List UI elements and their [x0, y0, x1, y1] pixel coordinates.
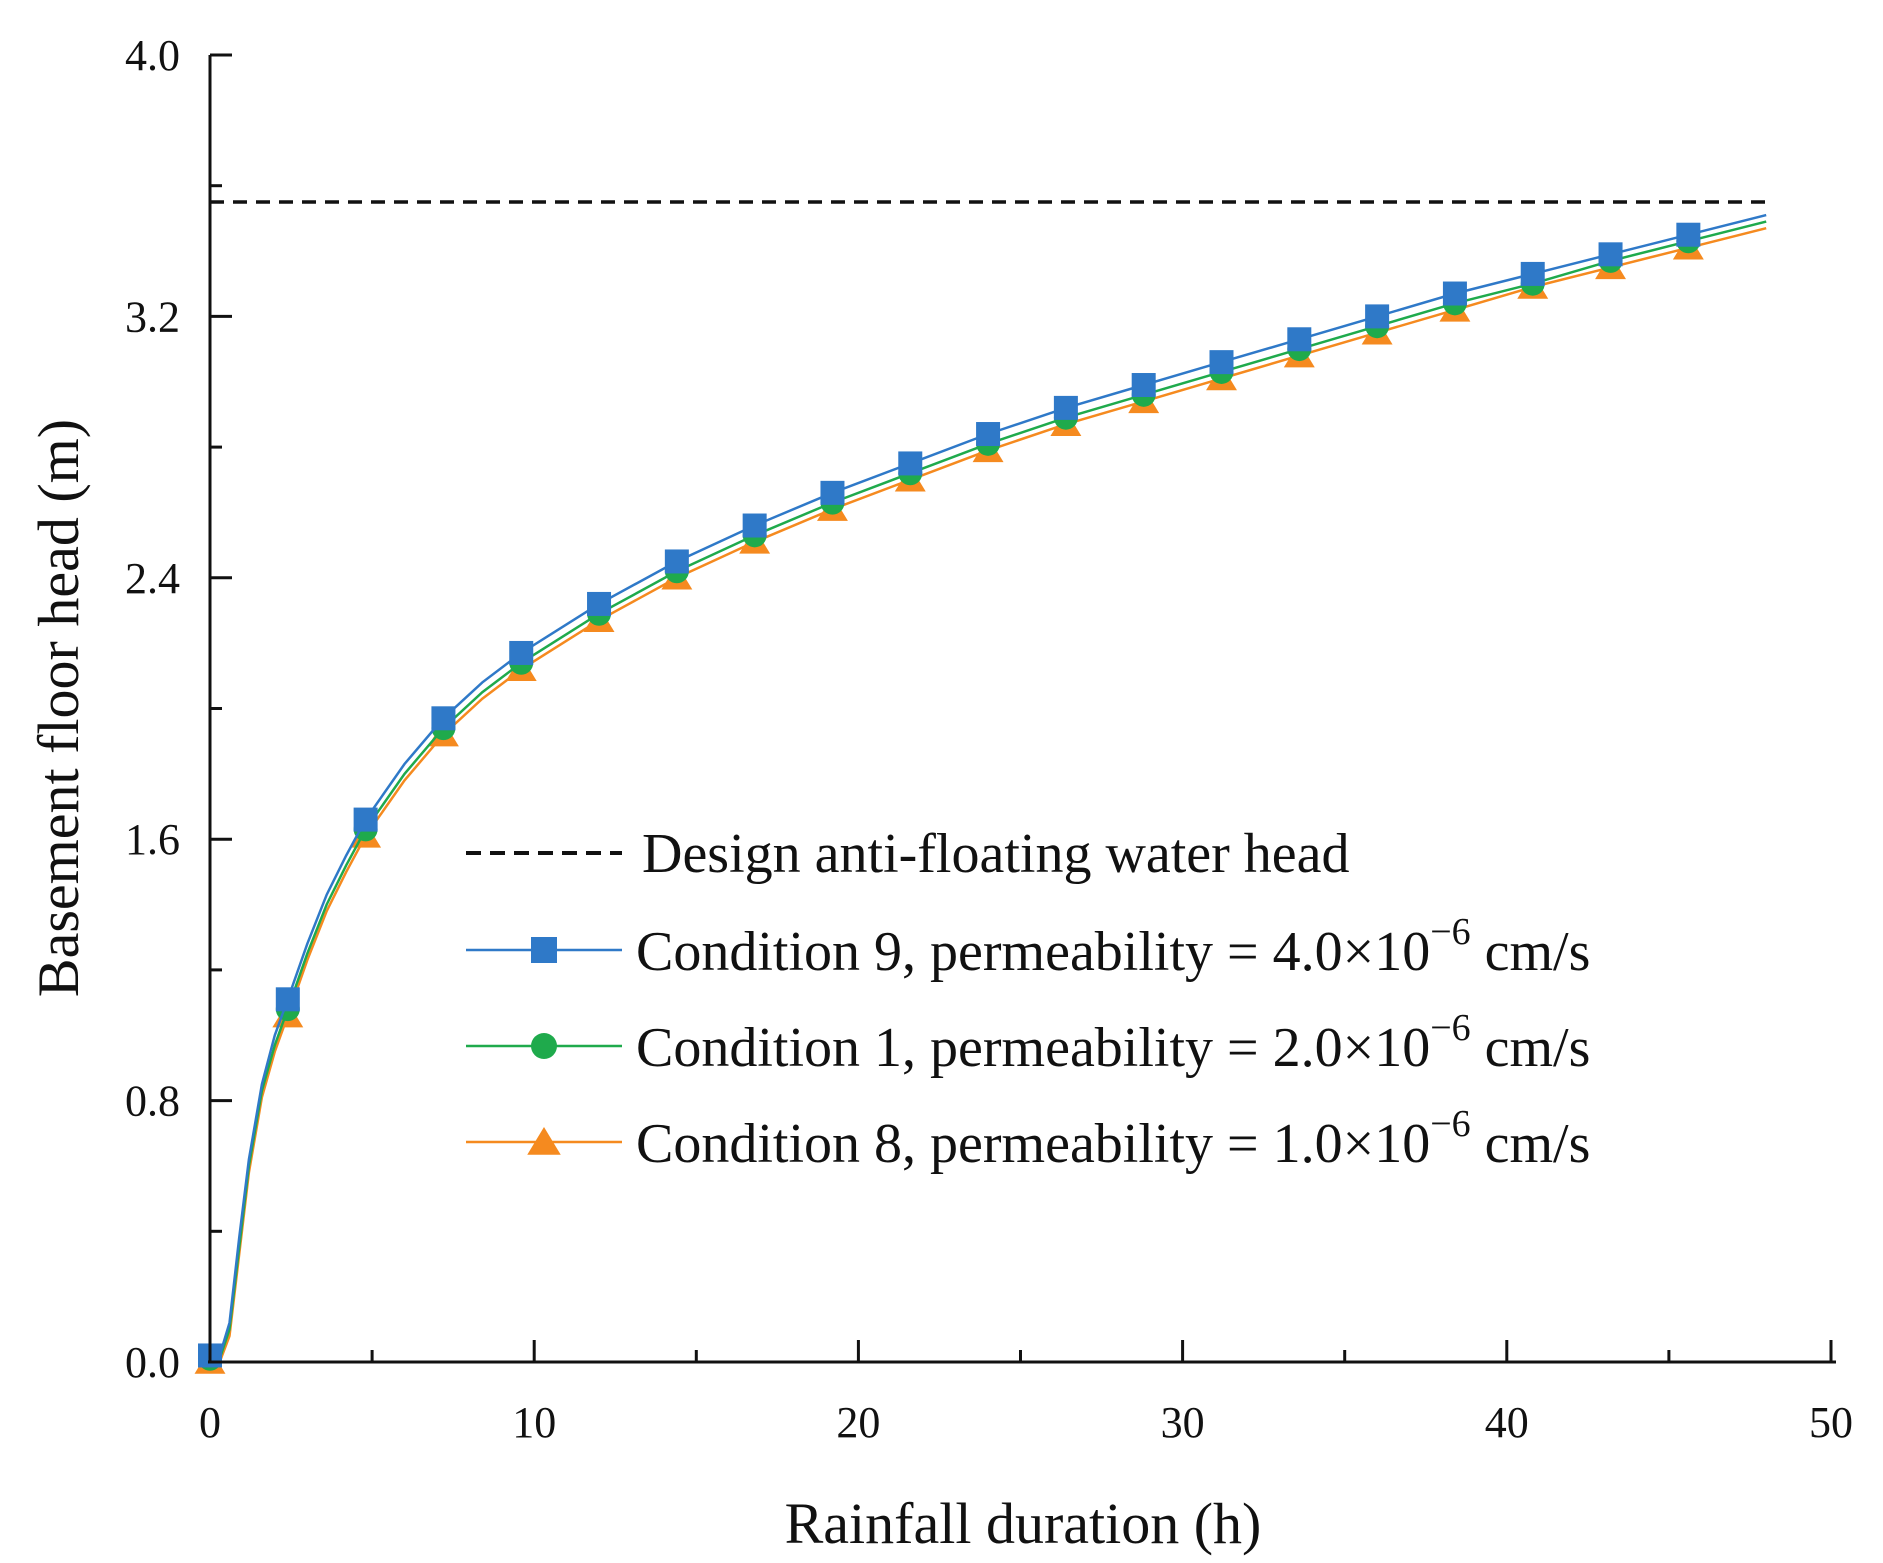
data-point-square [353, 807, 378, 832]
y-tick-label: 4.0 [125, 31, 180, 80]
data-point-square [1520, 261, 1545, 286]
series-line [210, 226, 1767, 1364]
data-point-square [1287, 327, 1312, 352]
data-point-square [898, 451, 923, 476]
legend-series-items: Condition 9, permeability = 4.0×10−6 cm/… [466, 911, 1590, 1175]
data-point-square [1676, 222, 1701, 247]
data-point-square [1131, 373, 1156, 398]
legend-item-triangle: Condition 8, permeability = 1.0×10−6 cm/… [466, 1103, 1590, 1175]
legend-item-reference: Design anti-floating water head [466, 823, 1350, 885]
x-tick-label: 40 [1485, 1398, 1529, 1447]
data-point-square [1209, 350, 1234, 375]
x-tick-label: 10 [512, 1398, 556, 1447]
x-ticks: 0 10 20 30 40 50 [199, 1340, 1853, 1447]
data-point-square [820, 480, 845, 505]
legend-item-square: Condition 9, permeability = 4.0×10−6 cm/… [466, 911, 1590, 983]
data-point-square [1365, 304, 1390, 329]
data-point-square [1598, 242, 1623, 267]
series-triangle [194, 226, 1767, 1374]
data-point-square [976, 422, 1001, 447]
y-tick-label: 0.8 [125, 1077, 180, 1126]
series-square [198, 213, 1767, 1368]
x-tick-label: 30 [1161, 1398, 1205, 1447]
x-tick-label: 50 [1809, 1398, 1853, 1447]
legend-marker-circle [531, 1033, 557, 1059]
x-tick-label: 0 [199, 1398, 221, 1447]
series-line [210, 220, 1767, 1360]
data-point-square [275, 987, 300, 1012]
y-ticks: 0.0 0.8 1.6 2.4 3.2 4.0 [125, 31, 232, 1387]
legend-marker-triangle [527, 1127, 561, 1155]
legend-label: Condition 1, permeability = 2.0×10−6 cm/… [636, 1007, 1590, 1079]
data-point-square [664, 549, 689, 574]
y-tick-label: 3.2 [125, 292, 180, 341]
y-tick-label: 0.0 [125, 1338, 180, 1387]
y-axis-title: Basement floor head (m) [26, 419, 91, 997]
legend-label-reference: Design anti-floating water head [642, 823, 1350, 885]
legend: Design anti-floating water head Conditio… [466, 823, 1590, 1175]
data-point-square [431, 706, 456, 731]
data-point-square [587, 591, 612, 616]
series-circle [198, 220, 1767, 1371]
series-line [210, 213, 1767, 1357]
data-point-square [509, 640, 534, 665]
data-point-square [742, 513, 767, 538]
data-point-square [1442, 281, 1467, 306]
x-axis-title: Rainfall duration (h) [785, 1491, 1262, 1556]
y-tick-label: 1.6 [125, 815, 180, 864]
legend-marker-square [531, 937, 557, 963]
legend-label: Condition 9, permeability = 4.0×10−6 cm/… [636, 911, 1590, 983]
legend-label: Condition 8, permeability = 1.0×10−6 cm/… [636, 1103, 1590, 1175]
x-tick-label: 20 [836, 1398, 880, 1447]
legend-item-circle: Condition 1, permeability = 2.0×10−6 cm/… [466, 1007, 1590, 1079]
data-point-square [1053, 395, 1078, 420]
series-layer [194, 213, 1767, 1374]
y-tick-label: 2.4 [125, 554, 180, 603]
